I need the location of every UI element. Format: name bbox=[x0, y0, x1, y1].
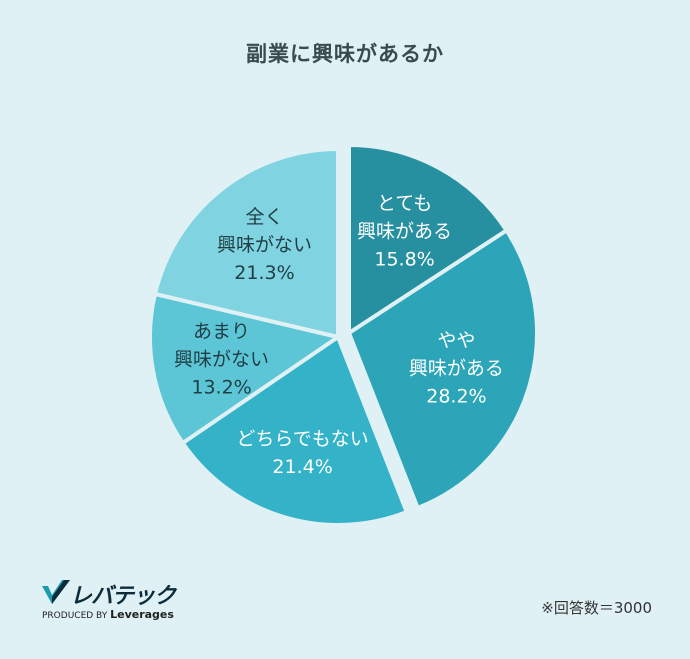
pie-slice bbox=[180, 335, 409, 527]
slice-category-label: とても bbox=[377, 193, 432, 215]
check-mark-icon bbox=[42, 580, 70, 604]
slice-value-label: 21.4% bbox=[272, 456, 332, 478]
slice-category-label: あまり bbox=[193, 321, 250, 343]
pie-slice bbox=[347, 228, 539, 510]
slice-value-label: 13.2% bbox=[191, 377, 251, 399]
slice-value-label: 28.2% bbox=[426, 385, 486, 407]
logo-tagline: PRODUCED BY Leverages bbox=[42, 608, 174, 621]
chart-title: 副業に興味があるか bbox=[246, 42, 444, 66]
slice-category-label: 興味がない bbox=[217, 234, 312, 256]
levtech-logo: レバテック PRODUCED BY Leverages bbox=[40, 578, 190, 628]
pie-slice bbox=[148, 291, 340, 446]
slice-category-label: 興味がある bbox=[357, 221, 452, 243]
slice-category-label: どちらでもない bbox=[236, 428, 368, 450]
logo-tagline-prefix: PRODUCED BY bbox=[42, 611, 108, 621]
slice-category-label: やや bbox=[437, 329, 475, 351]
slice-category-label: 興味がない bbox=[174, 349, 269, 371]
slice-category-label: 興味がある bbox=[409, 357, 504, 379]
pie-slice bbox=[347, 143, 509, 335]
logo-tagline-brand: Leverages bbox=[110, 608, 174, 621]
respondent-count-note: ※回答数＝3000 bbox=[541, 599, 652, 617]
pie-slice bbox=[153, 147, 340, 339]
slice-value-label: 15.8% bbox=[374, 249, 434, 271]
slice-category-label: 全く bbox=[245, 206, 283, 228]
slice-label: どちらでもない 21.4% bbox=[236, 428, 368, 478]
logo-wordmark: レバテック bbox=[70, 584, 176, 609]
slice-value-label: 21.3% bbox=[234, 262, 294, 284]
